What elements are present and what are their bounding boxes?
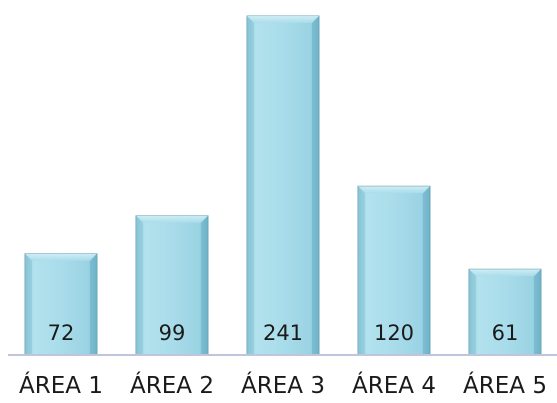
bar-5: 61 <box>468 268 542 356</box>
category-label: ÁREA 2 <box>130 371 214 399</box>
bar-value-label: 120 <box>374 321 414 345</box>
bar-value-label: 61 <box>492 321 519 345</box>
bar-top-bevel <box>358 186 430 194</box>
category-labels-layer: ÁREA 1 ÁREA 2 ÁREA 3 ÁREA 4 ÁREA 5 <box>19 371 547 399</box>
bar-body <box>24 253 98 356</box>
bar-right-bevel <box>90 253 97 355</box>
category-label: ÁREA 5 <box>463 371 547 399</box>
bar-left-bevel <box>25 253 32 355</box>
bar-value-label: 99 <box>159 321 186 345</box>
bar-left-bevel <box>247 16 254 355</box>
bar-right-bevel <box>312 16 319 355</box>
bar-left-bevel <box>358 186 365 355</box>
bar-top-bevel <box>136 215 208 223</box>
bar-top-bevel <box>469 269 541 277</box>
bar-left-bevel <box>136 215 143 355</box>
bar-2: 99 <box>135 215 209 356</box>
bar-4: 120 <box>357 185 431 356</box>
category-label: ÁREA 3 <box>241 371 325 399</box>
bar-1: 72 <box>24 253 98 356</box>
bar-value-label: 241 <box>263 321 303 345</box>
bar-top-bevel <box>247 16 319 23</box>
bar-left-bevel <box>469 269 476 355</box>
bar-body <box>135 215 209 356</box>
bar-body <box>246 15 320 356</box>
bar-body <box>468 268 542 356</box>
bar-right-bevel <box>423 186 430 355</box>
bar-top-bevel <box>25 253 97 261</box>
bars-layer: 72 99 241 120 61 <box>24 15 542 356</box>
bar-3: 241 <box>246 15 320 356</box>
bar-right-bevel <box>534 269 541 355</box>
bar-right-bevel <box>201 215 208 355</box>
bar-value-label: 72 <box>48 321 75 345</box>
category-label: ÁREA 1 <box>19 371 103 399</box>
category-label: ÁREA 4 <box>352 371 436 399</box>
